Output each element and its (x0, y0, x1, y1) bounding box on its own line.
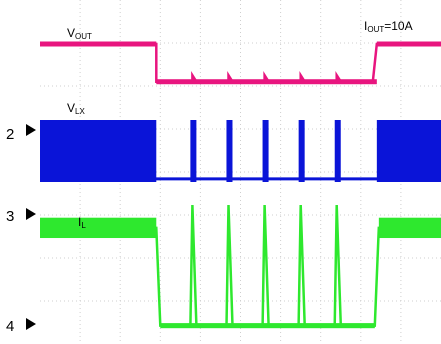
vlx-switching-burst (376, 120, 441, 182)
vlx-switching-burst (262, 120, 269, 182)
scope-traces (40, 41, 441, 329)
svg-text:4: 4 (6, 318, 14, 335)
vout-noise-band (156, 79, 377, 85)
vlx-switching-burst (334, 120, 341, 182)
svg-text:2: 2 (6, 126, 14, 143)
vout-trace (40, 41, 441, 85)
channel-4-arrow-icon (26, 318, 36, 330)
channel-2-marker: 2 (6, 124, 36, 143)
svg-text:3: 3 (6, 208, 14, 225)
vlx-trace (40, 120, 441, 182)
il-trace (40, 204, 441, 329)
scope-grid (40, 0, 441, 344)
vlx-switching-burst (40, 120, 157, 182)
il-low-band (160, 323, 375, 329)
channel-2-arrow-icon (26, 124, 36, 136)
vlx-switching-burst (226, 120, 233, 182)
vout-label: VOUT (67, 26, 92, 41)
il-waveform (40, 204, 441, 327)
iout-annotation: IOUT=10A (364, 19, 413, 34)
il-ripple-band (40, 217, 157, 239)
channel-3-arrow-icon (26, 208, 36, 220)
vout-noise-band (376, 41, 441, 47)
il-ripple-band (378, 217, 441, 239)
channel-4-marker: 4 (6, 318, 36, 335)
vout-noise-band (40, 41, 157, 47)
vlx-label: VLX (67, 101, 85, 116)
vlx-switching-burst (190, 120, 197, 182)
vlx-switching-burst (298, 120, 305, 182)
il-label: IL (78, 215, 86, 230)
channel-3-marker: 3 (6, 208, 36, 225)
